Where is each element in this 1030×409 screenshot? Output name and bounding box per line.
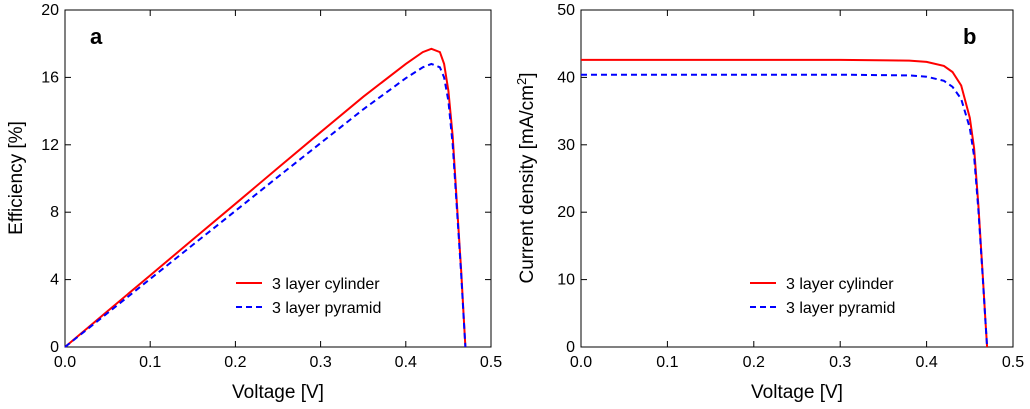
panel-a-efficiency-chart: 0.0 0.1 0.2 0.3 0.4 0.5 0 4 8 12 16 20 a 3 layer cy… bbox=[6, 2, 502, 403]
series-group bbox=[581, 58, 989, 348]
y-tick-label: 30 bbox=[557, 137, 575, 154]
x-tick-label: 0.2 bbox=[224, 354, 246, 371]
series-line-3-layer-cylinder bbox=[64, 47, 467, 348]
x-tick-label: 0.4 bbox=[395, 354, 417, 371]
y-tick-label: 8 bbox=[50, 204, 59, 221]
panel-b-current-density-chart: 0.0 0.1 0.2 0.3 0.4 0.5 0 10 20 30 40 50 b 3 layer … bbox=[514, 2, 1024, 403]
x-tick-label: 0.0 bbox=[570, 354, 592, 371]
x-tick-label: 0.5 bbox=[480, 354, 502, 371]
y-tick-label: 4 bbox=[50, 272, 59, 289]
legend-label: 3 layer cylinder bbox=[786, 276, 894, 293]
legend-label: 3 layer cylinder bbox=[272, 276, 380, 293]
y-axis-label-superscript: 2 bbox=[514, 78, 529, 85]
x-tick-label: 0.4 bbox=[915, 354, 937, 371]
x-axis-label: Voltage [V] bbox=[751, 382, 843, 403]
x-tick-label: 0.1 bbox=[139, 354, 161, 371]
legend: 3 layer cylinder 3 layer pyramid bbox=[750, 276, 895, 317]
series-group bbox=[64, 47, 467, 348]
y-axis-label: Efficiency [%] bbox=[6, 121, 27, 235]
y-tick-label: 20 bbox=[557, 204, 575, 221]
y-axis-label: Current density [mA/cm2] bbox=[514, 72, 538, 283]
y-tick-label: 0 bbox=[50, 339, 59, 356]
y-tick-label: 12 bbox=[41, 137, 59, 154]
y-axis-label-end: ] bbox=[517, 72, 538, 77]
y-tick-label: 10 bbox=[557, 272, 575, 289]
legend-label: 3 layer pyramid bbox=[786, 300, 895, 317]
y-tick-label: 50 bbox=[557, 2, 575, 19]
series-line-3-layer-pyramid bbox=[64, 62, 467, 348]
y-tick-label: 16 bbox=[41, 69, 59, 86]
plot-frame bbox=[580, 9, 1014, 348]
y-axis-label-main: Current density [mA/cm bbox=[517, 85, 538, 284]
y-tick-label: 0 bbox=[566, 339, 575, 356]
y-tick-label: 40 bbox=[557, 69, 575, 86]
x-tick-label: 0.1 bbox=[656, 354, 678, 371]
x-tick-label: 0.3 bbox=[309, 354, 331, 371]
y-tick-label: 20 bbox=[41, 2, 59, 19]
axis-ticks: 0.0 0.1 0.2 0.3 0.4 0.5 0 4 8 12 16 20 bbox=[41, 2, 502, 371]
x-axis-label: Voltage [V] bbox=[232, 382, 324, 403]
panel-label: b bbox=[963, 24, 976, 49]
series-line-3-layer-cylinder bbox=[581, 58, 989, 348]
plot-frame bbox=[64, 9, 492, 348]
axis-ticks: 0.0 0.1 0.2 0.3 0.4 0.5 0 10 20 30 40 50 bbox=[557, 2, 1024, 371]
legend: 3 layer cylinder 3 layer pyramid bbox=[236, 276, 381, 317]
x-tick-label: 0.3 bbox=[829, 354, 851, 371]
x-tick-label: 0.0 bbox=[54, 354, 76, 371]
x-tick-label: 0.2 bbox=[743, 354, 765, 371]
legend-label: 3 layer pyramid bbox=[272, 300, 381, 317]
x-tick-label: 0.5 bbox=[1002, 354, 1024, 371]
panel-label: a bbox=[90, 24, 103, 49]
series-line-3-layer-pyramid bbox=[581, 73, 989, 348]
